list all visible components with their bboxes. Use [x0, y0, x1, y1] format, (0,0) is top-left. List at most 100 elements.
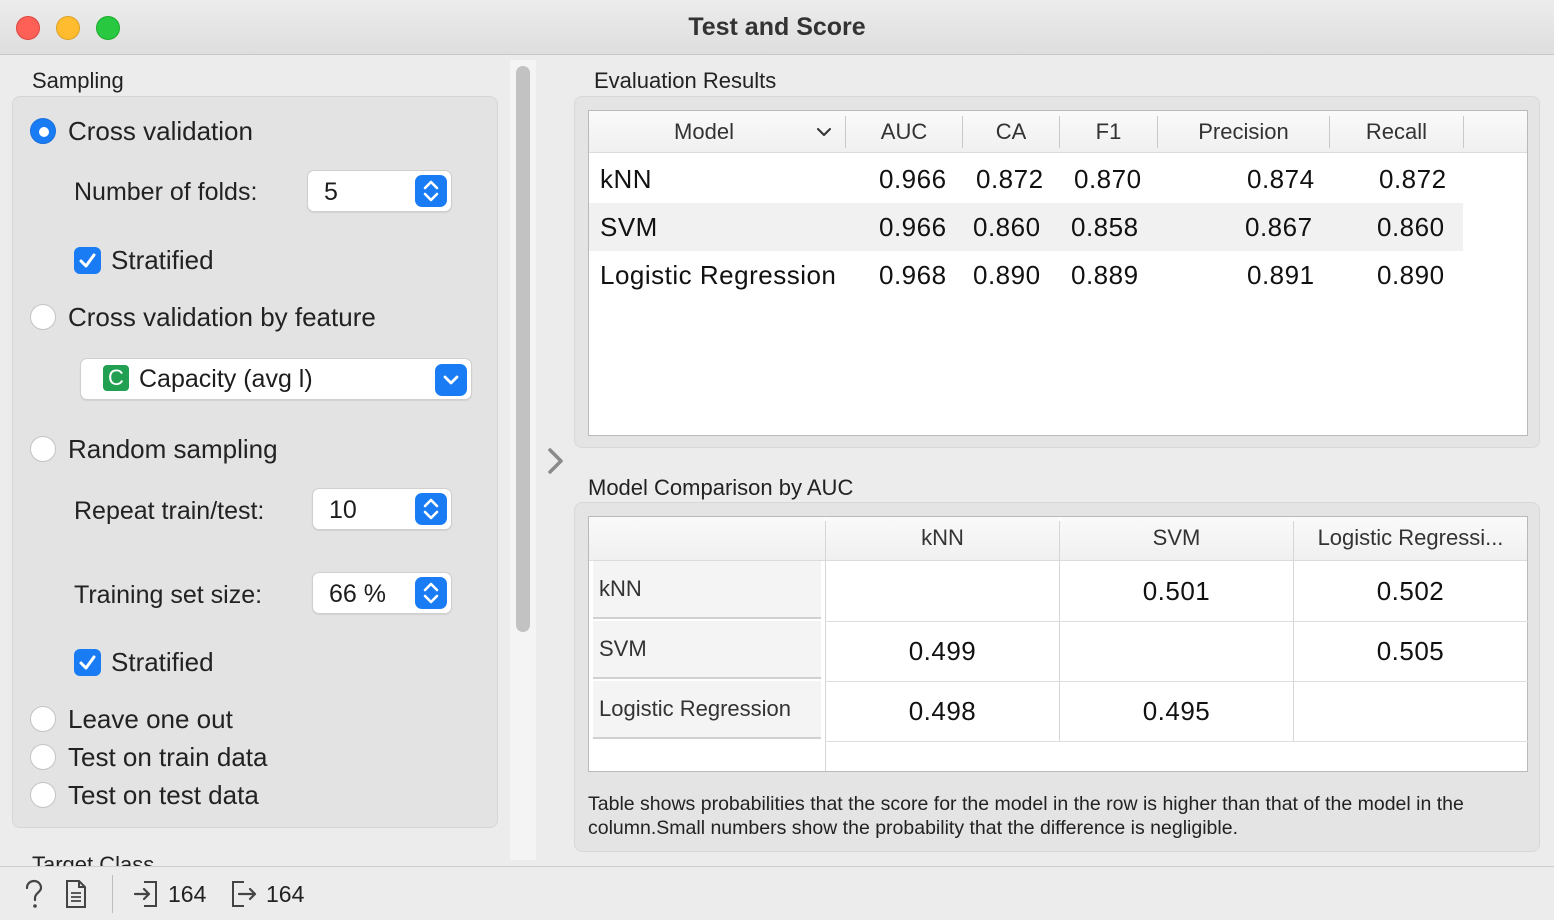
scrollbar-thumb[interactable]	[516, 66, 530, 632]
chevron-down-icon[interactable]	[435, 364, 467, 396]
evaluation-results-title: Evaluation Results	[594, 68, 777, 93]
folds-spinbox[interactable]: 5	[307, 170, 452, 212]
comparison-cell: 0.502	[1376, 576, 1445, 606]
input-count: 164	[168, 880, 207, 907]
table-row[interactable]: SVM 0.966 0.860 0.858 0.867 0.860	[589, 203, 1463, 251]
folds-label: Number of folds:	[74, 178, 258, 206]
random-sampling-radio[interactable]	[30, 436, 56, 462]
f1-value: 0.858	[1071, 212, 1139, 242]
table-row[interactable]: Logistic Regression 0.968 0.890 0.889 0.…	[589, 251, 1463, 299]
column-header-ca[interactable]: CA	[995, 119, 1027, 144]
cv-by-feature-option[interactable]: Cross validation by feature	[30, 302, 376, 332]
target-class-section-title: Target Class	[32, 852, 155, 866]
header-divider	[1157, 116, 1158, 148]
stratified-cv-label: Stratified	[111, 244, 214, 275]
header-divider	[1059, 116, 1060, 148]
recall-value: 0.890	[1377, 260, 1445, 290]
ca-value: 0.872	[976, 164, 1044, 194]
column-header-model[interactable]: Model	[674, 119, 734, 144]
comparison-cell: 0.495	[1142, 696, 1211, 726]
repeat-spinbox[interactable]: 10	[312, 488, 452, 530]
column-divider	[825, 521, 826, 771]
comparison-column-header[interactable]: kNN	[826, 517, 1059, 561]
precision-value: 0.891	[1247, 260, 1315, 290]
comparison-cell: 0.501	[1142, 576, 1211, 606]
column-header-precision[interactable]: Precision	[1198, 119, 1289, 144]
test-on-train-label: Test on train data	[68, 741, 268, 772]
comparison-cell	[1294, 681, 1527, 741]
status-divider	[112, 875, 113, 913]
recall-value: 0.872	[1379, 164, 1447, 194]
table-row[interactable]: kNN 0.966 0.872 0.870 0.874 0.872	[589, 155, 1463, 203]
cross-validation-option[interactable]: Cross validation	[30, 116, 253, 146]
comparison-cell	[826, 561, 1059, 621]
training-size-spinbox[interactable]: 66 %	[312, 572, 452, 614]
repeat-value: 10	[329, 496, 357, 524]
evaluation-table-header: Model AUC CA F1 Precision Recall	[589, 111, 1527, 153]
stratified-cv-checkbox[interactable]	[74, 246, 101, 274]
model-comparison-title: Model Comparison by AUC	[588, 475, 854, 500]
random-sampling-option[interactable]: Random sampling	[30, 434, 278, 464]
sampling-section-title: Sampling	[32, 68, 124, 93]
training-size-stepper-icon[interactable]	[415, 577, 447, 609]
feature-combobox[interactable]: C Capacity (avg l)	[80, 358, 472, 400]
comparison-cell: 0.498	[908, 696, 977, 726]
auc-value: 0.968	[879, 260, 947, 290]
collapse-panel-icon[interactable]	[545, 446, 567, 481]
input-data-indicator[interactable]: 164	[132, 879, 206, 909]
precision-value: 0.867	[1245, 212, 1313, 242]
folds-stepper-icon[interactable]	[415, 175, 447, 207]
help-icon[interactable]	[22, 879, 46, 909]
row-divider	[825, 621, 1529, 622]
cv-by-feature-label: Cross validation by feature	[68, 301, 376, 332]
comparison-cell: 0.499	[908, 636, 977, 666]
cv-by-feature-radio[interactable]	[30, 304, 56, 330]
recall-value: 0.860	[1377, 212, 1445, 242]
minimize-window-button[interactable]	[56, 16, 80, 40]
comparison-corner-header	[589, 517, 825, 561]
repeat-stepper-icon[interactable]	[415, 493, 447, 525]
header-divider	[1463, 116, 1464, 148]
comparison-table[interactable]: kNN SVM Logistic Regressi... kNN SVM Log…	[588, 516, 1529, 772]
auc-value: 0.966	[879, 164, 947, 194]
comparison-row-header: kNN	[593, 561, 821, 619]
chevron-down-icon[interactable]	[815, 123, 833, 146]
comparison-column-header[interactable]: SVM	[1060, 517, 1293, 561]
stratified-random-checkbox[interactable]	[74, 648, 101, 676]
comparison-note: Table shows probabilities that the score…	[588, 793, 1464, 839]
report-icon[interactable]	[64, 879, 88, 909]
test-on-train-radio[interactable]	[30, 744, 56, 770]
column-header-auc[interactable]: AUC	[880, 119, 928, 144]
header-divider	[845, 116, 846, 148]
sampling-group	[12, 96, 498, 828]
column-header-f1[interactable]: F1	[1095, 119, 1122, 144]
comparison-column-header[interactable]: Logistic Regressi...	[1294, 517, 1527, 561]
comparison-cell	[1060, 621, 1293, 681]
stratified-cv-option[interactable]: Stratified	[74, 245, 214, 275]
column-divider	[1059, 521, 1060, 741]
f1-value: 0.889	[1071, 260, 1139, 290]
stratified-random-option[interactable]: Stratified	[74, 647, 214, 677]
leave-one-out-radio[interactable]	[30, 706, 56, 732]
output-data-indicator[interactable]: 164	[230, 879, 304, 909]
model-name: kNN	[600, 164, 653, 194]
row-divider	[825, 741, 1529, 742]
test-on-test-radio[interactable]	[30, 782, 56, 808]
input-icon	[133, 881, 157, 907]
column-header-recall[interactable]: Recall	[1365, 119, 1428, 144]
leave-one-out-option[interactable]: Leave one out	[30, 704, 233, 734]
comparison-cell: 0.505	[1376, 636, 1445, 666]
status-bar: 164 164	[0, 866, 1554, 920]
test-on-train-option[interactable]: Test on train data	[30, 742, 267, 772]
training-size-label: Training set size:	[74, 581, 263, 609]
cross-validation-radio[interactable]	[30, 118, 56, 144]
ca-value: 0.890	[973, 260, 1041, 290]
test-on-test-option[interactable]: Test on test data	[30, 780, 259, 810]
evaluation-table[interactable]: Model AUC CA F1 Precision Recall kNN 0.9…	[588, 110, 1528, 436]
model-name: Logistic Regression	[600, 260, 837, 290]
maximize-window-button[interactable]	[96, 16, 120, 40]
model-name: SVM	[600, 212, 658, 242]
comparison-row-header: SVM	[593, 621, 821, 679]
close-window-button[interactable]	[16, 16, 40, 40]
feature-combobox-value: Capacity (avg l)	[139, 365, 313, 393]
